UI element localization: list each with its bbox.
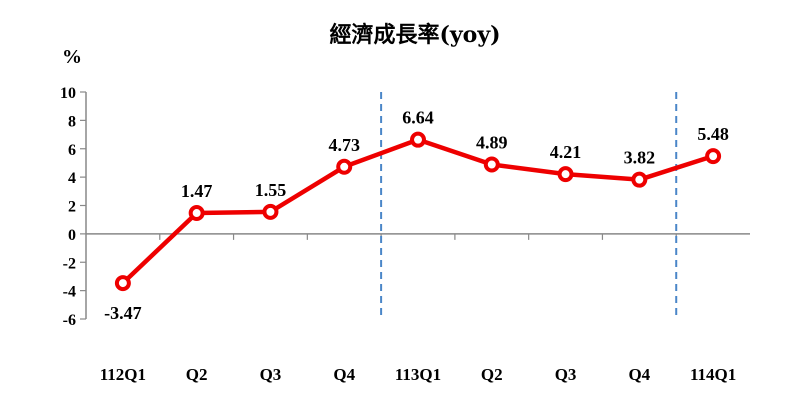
y-tick-label: -2 — [63, 255, 76, 272]
y-tick-label: -4 — [63, 284, 76, 301]
x-tick-label: Q4 — [333, 365, 355, 384]
x-tick-label: 114Q1 — [690, 365, 736, 384]
x-tick-label: Q2 — [186, 365, 208, 384]
data-point — [557, 166, 574, 183]
data-label: 5.48 — [697, 124, 729, 144]
y-tick-label: 8 — [68, 113, 76, 130]
x-tick-label: Q3 — [260, 365, 282, 384]
x-axis-tick-labels: 112Q1 Q2 Q3 Q4 113Q1 Q2 Q3 Q4 114Q1 — [100, 365, 737, 384]
data-label: 4.89 — [476, 132, 508, 152]
data-point — [262, 203, 279, 220]
data-label: 4.21 — [550, 142, 582, 162]
data-point — [483, 156, 500, 173]
x-tick-label: 113Q1 — [395, 365, 441, 384]
year-separators — [380, 92, 678, 319]
data-label: 4.73 — [328, 135, 360, 155]
data-label: 3.82 — [624, 148, 656, 168]
data-points — [114, 131, 722, 292]
y-tick-label: 4 — [68, 170, 76, 187]
chart-title: 經濟成長率(yoy) — [329, 22, 500, 48]
data-point — [410, 131, 426, 148]
data-point — [336, 158, 353, 175]
y-tick-label: 6 — [68, 142, 76, 159]
data-label: 1.47 — [181, 181, 213, 201]
x-tick-label: Q3 — [555, 365, 577, 384]
data-point — [188, 205, 205, 222]
y-axis-unit: % — [62, 46, 82, 68]
y-tick-label: 10 — [60, 85, 76, 102]
data-labels: -3.47 1.47 1.55 4.73 6.64 4.89 4.21 3.82 5.48 — [104, 108, 729, 323]
data-point — [114, 275, 131, 292]
y-axis-tick-labels: 10 8 6 4 2 0 -2 -4 -6 — [60, 85, 76, 329]
y-tick-label: 0 — [68, 227, 76, 244]
data-label: 6.64 — [402, 108, 434, 128]
data-label: -3.47 — [104, 303, 142, 323]
chart-axes — [80, 91, 750, 320]
data-point — [705, 148, 722, 165]
x-tick-label: Q4 — [628, 365, 650, 384]
x-tick-label: 112Q1 — [100, 365, 146, 384]
y-tick-label: 2 — [68, 199, 76, 216]
data-label: 1.55 — [255, 180, 287, 200]
x-tick-label: Q2 — [481, 365, 503, 384]
data-point — [631, 171, 648, 188]
y-tick-label: -6 — [63, 312, 76, 329]
